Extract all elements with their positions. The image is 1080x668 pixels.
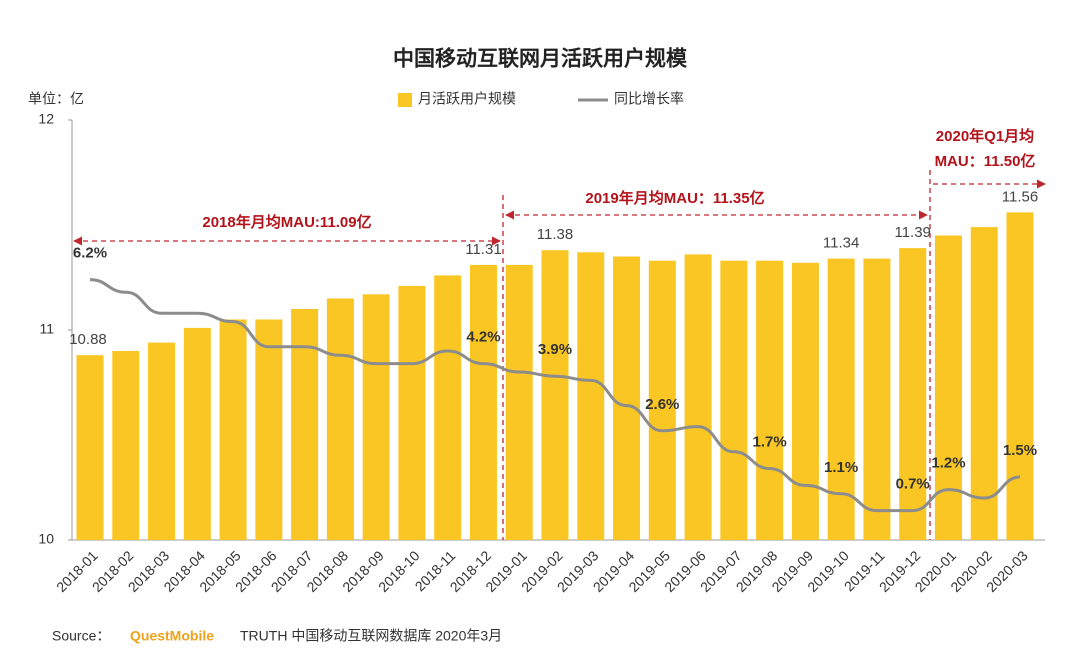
value-label: 2.6%: [645, 396, 679, 413]
value-label: 11.56: [1002, 188, 1038, 205]
value-label: 10.88: [69, 331, 107, 348]
value-label: 6.2%: [73, 245, 107, 262]
annotation: 2019年月均MAU：11.35亿: [585, 189, 764, 207]
source-brand: QuestMobile: [130, 628, 214, 644]
value-label: 11.38: [537, 226, 573, 243]
bar: [1006, 212, 1034, 540]
bar: [148, 342, 176, 540]
value-label: 11.39: [894, 224, 930, 241]
bar: [398, 285, 426, 540]
value-label: 1.1%: [824, 459, 858, 476]
bar: [613, 256, 641, 540]
value-label: 1.5%: [1003, 442, 1037, 459]
bar: [255, 319, 283, 540]
bar: [720, 260, 748, 540]
bar: [684, 254, 712, 540]
bar: [827, 258, 855, 540]
value-label: 1.7%: [753, 434, 787, 451]
unit-label: 单位：亿: [28, 91, 84, 107]
value-label: 1.2%: [931, 455, 965, 472]
bar: [183, 327, 211, 540]
bar: [648, 260, 676, 540]
bar: [970, 227, 998, 540]
bar: [756, 260, 784, 540]
bar: [577, 252, 605, 541]
source-text: TRUTH 中国移动互联网数据库 2020年3月: [240, 628, 502, 644]
chart-title: 中国移动互联网月活跃用户规模: [393, 47, 688, 71]
bar: [934, 235, 962, 540]
y-tick-label: 11: [39, 321, 54, 337]
bar: [326, 298, 354, 540]
legend-swatch: [398, 93, 412, 107]
bar: [541, 250, 569, 540]
annotation: 2018年月均MAU:11.09亿: [202, 213, 371, 231]
value-label: 4.2%: [466, 329, 500, 346]
value-label: 11.31: [465, 241, 501, 258]
value-label: 0.7%: [896, 476, 930, 493]
annotation: 2020年Q1月均: [936, 127, 1034, 145]
bar: [291, 309, 319, 540]
bar: [469, 264, 497, 540]
bar: [791, 262, 819, 540]
bar: [76, 355, 104, 540]
value-label: 3.9%: [538, 341, 572, 358]
bar: [112, 351, 140, 540]
legend-label: 同比增长率: [614, 91, 684, 107]
bar: [434, 275, 462, 540]
bar: [899, 248, 927, 540]
line: [89, 278, 1021, 513]
bar: [863, 258, 891, 540]
y-tick-label: 10: [38, 531, 54, 547]
bar: [362, 294, 390, 540]
annotation: MAU：11.50亿: [935, 152, 1036, 170]
bar: [505, 264, 533, 540]
y-tick-label: 12: [38, 111, 54, 127]
legend-label: 月活跃用户规模: [418, 91, 516, 107]
source-prefix: Source：: [52, 628, 110, 644]
value-label: 11.34: [823, 235, 859, 252]
bar: [219, 319, 247, 540]
